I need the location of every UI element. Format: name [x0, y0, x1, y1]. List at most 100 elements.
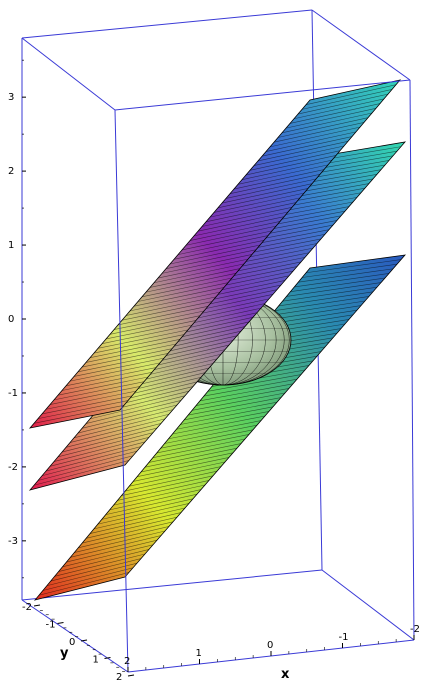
mesh-line — [168, 420, 262, 440]
z-tick-label: 1 — [8, 240, 14, 251]
mesh-line — [45, 446, 142, 472]
mesh-line — [273, 122, 365, 143]
mesh-line — [305, 84, 397, 105]
mesh-line — [133, 287, 225, 307]
mesh-line — [237, 164, 329, 185]
mesh-line — [129, 466, 222, 487]
mesh-line — [109, 489, 202, 511]
mesh-line — [199, 383, 294, 402]
mesh-line — [148, 443, 242, 463]
mesh-line — [261, 136, 353, 157]
mesh-line — [78, 526, 170, 549]
mesh-line — [105, 493, 198, 515]
mesh-line — [169, 244, 261, 265]
mesh-line — [42, 567, 134, 591]
mesh-line — [129, 291, 221, 312]
mesh-line — [180, 406, 274, 425]
mesh-line — [249, 150, 341, 171]
y-tick-mark — [33, 604, 41, 607]
mesh-line — [217, 188, 309, 209]
y-tick-mark — [57, 622, 64, 624]
mesh-line — [89, 512, 182, 534]
mesh-line — [229, 173, 321, 195]
x-axis-label: x — [281, 667, 290, 682]
mesh-line — [184, 401, 278, 421]
z-tick-label: -2 — [8, 462, 18, 473]
mesh-line — [113, 310, 205, 330]
mesh-line — [257, 140, 349, 162]
x-tick-label: 2 — [124, 656, 130, 667]
mesh-line — [85, 343, 177, 363]
mesh-line — [193, 216, 285, 237]
z-tick-label: -3 — [8, 536, 18, 547]
mesh-line — [82, 521, 174, 544]
y-tick-mark — [104, 657, 111, 659]
mesh-line — [117, 480, 210, 501]
mesh-line — [65, 423, 162, 448]
mesh-line — [277, 117, 369, 138]
mesh-line — [101, 324, 193, 344]
mesh-line — [109, 315, 201, 335]
mesh-line — [196, 388, 290, 406]
mesh-line — [306, 259, 402, 274]
z-tick-label: 3 — [8, 92, 14, 103]
mesh-line — [286, 282, 382, 297]
mesh-line — [181, 230, 273, 251]
z-tick-label: 0 — [8, 314, 14, 325]
mesh-line — [137, 282, 229, 302]
mesh-line — [161, 254, 253, 274]
mesh-line — [302, 263, 398, 278]
mesh-line — [54, 553, 146, 577]
mesh-line — [233, 169, 325, 190]
mesh-line — [93, 334, 185, 354]
mesh-line — [41, 450, 138, 477]
mesh-line — [160, 429, 254, 449]
mesh-line — [177, 235, 269, 255]
mesh-line — [145, 272, 237, 293]
mesh-line — [282, 286, 378, 302]
mesh-line — [73, 357, 165, 377]
plane-top — [28, 79, 402, 429]
mesh-line — [62, 544, 154, 568]
mesh-line — [69, 418, 166, 443]
mesh-line — [152, 438, 246, 459]
mesh-line — [125, 470, 218, 492]
mesh-line — [117, 305, 209, 326]
mesh-line — [156, 434, 250, 454]
y-tick-label: 2 — [116, 672, 122, 683]
mesh-line — [188, 397, 282, 416]
mesh-line — [61, 371, 153, 391]
mesh-line — [101, 498, 194, 520]
x-tick-label: -1 — [339, 632, 349, 643]
mesh-line — [89, 395, 186, 420]
mesh-line — [121, 475, 214, 496]
mesh-line — [153, 263, 245, 284]
x-axis: -2 -1 0 1 2 — [124, 624, 420, 672]
mesh-line — [81, 348, 173, 368]
mesh-line — [245, 155, 337, 176]
mesh-line — [298, 268, 394, 283]
mesh-line — [297, 93, 389, 115]
mesh-line — [281, 112, 373, 134]
mesh-line — [278, 291, 374, 307]
mesh-line — [37, 400, 129, 419]
mesh-line — [121, 301, 213, 321]
mesh-line — [285, 107, 377, 129]
mesh-line — [69, 362, 161, 382]
mesh-line — [265, 131, 357, 152]
y-tick-mark — [80, 639, 88, 642]
mesh-line — [61, 427, 158, 453]
z-axis: 3 2 1 0 -1 -2 -3 — [8, 59, 26, 579]
mesh-line — [89, 338, 181, 359]
mesh-line — [221, 183, 313, 204]
mesh-line — [57, 376, 149, 396]
mesh-line — [203, 378, 298, 397]
mesh-line — [65, 367, 157, 387]
mesh-line — [192, 392, 286, 411]
y-tick-label: -2 — [22, 602, 32, 613]
mesh-line — [189, 221, 281, 241]
mesh-line — [293, 98, 385, 120]
mesh-line — [49, 386, 141, 405]
mesh-line — [81, 404, 178, 429]
y-tick-label: 1 — [93, 655, 99, 666]
